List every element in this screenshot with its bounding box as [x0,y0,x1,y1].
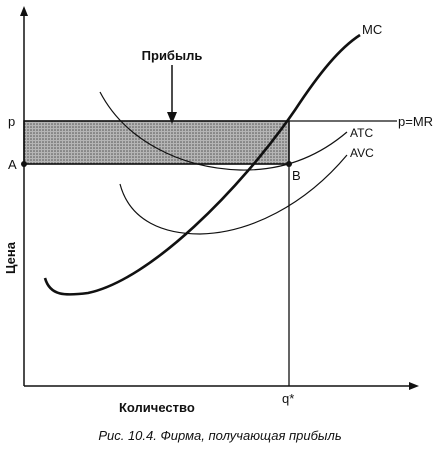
x-tick-q-star: q* [282,391,294,406]
x-axis-label: Количество [119,400,195,415]
series-avc [119,154,348,235]
point-b-dot [286,161,292,167]
point-a-dot [21,161,27,167]
label-atc: ATC [350,126,373,140]
y-tick-a: A [8,157,17,172]
series-mc [43,33,361,296]
profit-area [23,120,290,165]
point-b-label: B [292,168,301,183]
profit-arrow-head [167,112,177,124]
label-p-mr: p=MR [398,114,433,129]
y-tick-p: p [8,114,15,129]
series-atc [99,91,348,171]
x-axis-arrow [409,382,419,390]
annotation-profit: Прибыль [142,48,203,63]
y-axis-label: Цена [3,241,18,274]
figure-caption: Рис. 10.4. Фирма, получающая прибыль [98,428,342,443]
label-mc: MC [362,22,382,37]
label-avc: AVC [350,146,374,160]
y-axis-arrow [20,6,28,16]
